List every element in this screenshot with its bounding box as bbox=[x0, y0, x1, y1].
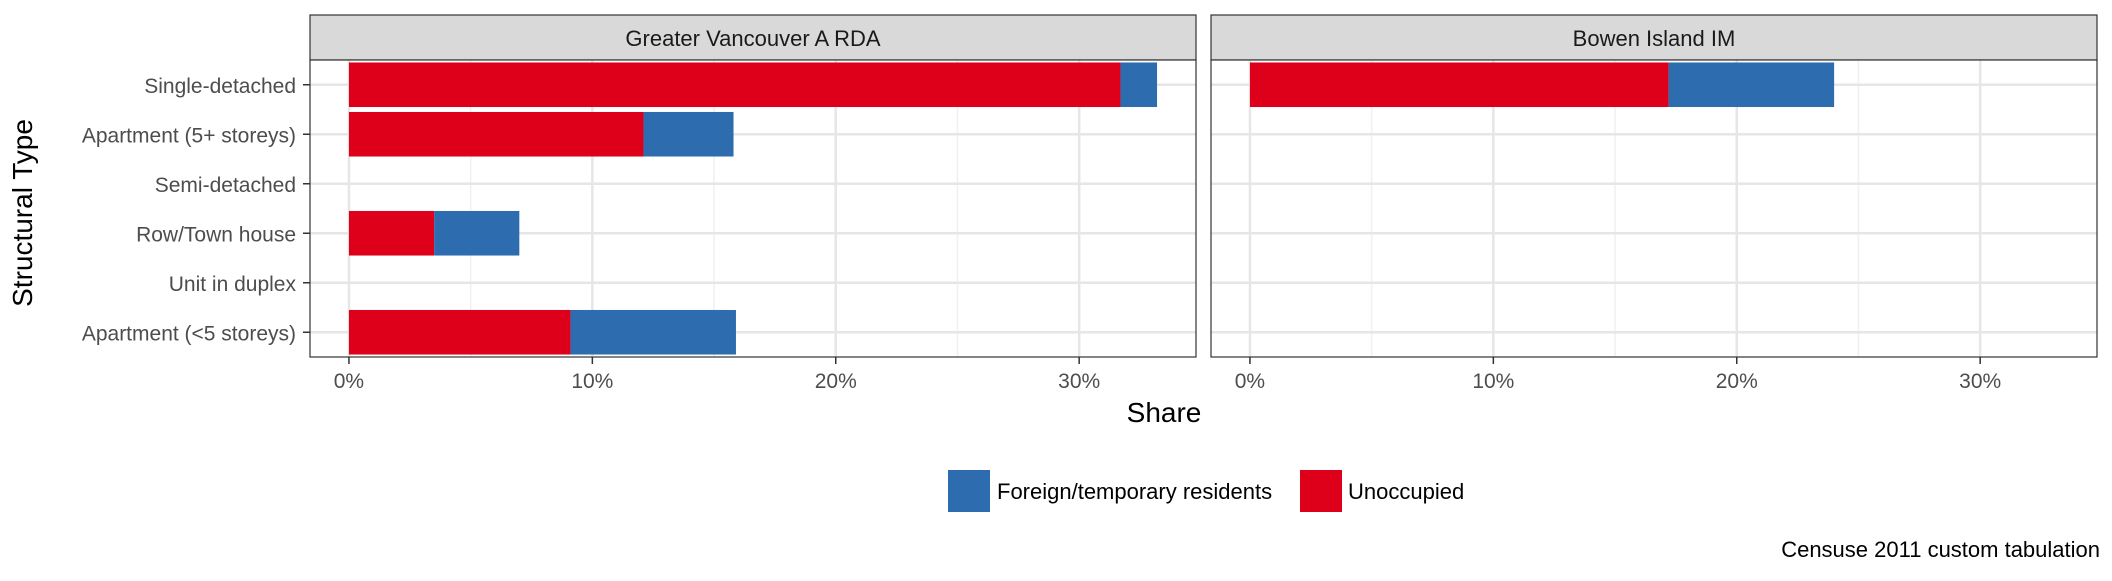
x-tick-label: 30% bbox=[1959, 370, 2001, 393]
y-tick-label: Apartment (5+ storeys) bbox=[82, 124, 296, 147]
bar-foreign-temporary-residents-row-town-house bbox=[434, 210, 520, 256]
x-tick-label: 30% bbox=[1058, 370, 1100, 393]
legend-key bbox=[1300, 470, 1342, 512]
y-axis-title-wrap: Structural Type bbox=[8, 119, 38, 307]
bar-unoccupied-apartment-5-storeys- bbox=[348, 111, 644, 157]
panel-background bbox=[310, 60, 1196, 357]
panel-border bbox=[1210, 59, 2098, 358]
x-tick-label: 20% bbox=[815, 370, 857, 393]
bar-unoccupied-single-detached bbox=[1249, 62, 1669, 108]
x-tick-label: 0% bbox=[334, 370, 364, 393]
bar-unoccupied-single-detached bbox=[348, 62, 1121, 108]
legend-key bbox=[948, 470, 990, 512]
y-tick-label: Single-detached bbox=[144, 75, 296, 98]
y-tick-label: Row/Town house bbox=[136, 223, 296, 246]
legend-label: Foreign/temporary residents bbox=[997, 479, 1272, 504]
y-tick-label: Semi-detached bbox=[155, 174, 296, 197]
y-axis-title: Structural Type bbox=[8, 119, 38, 307]
bar-foreign-temporary-residents-single-detached bbox=[1668, 62, 1835, 108]
facet-title: Greater Vancouver A RDA bbox=[625, 26, 880, 51]
x-tick-label: 0% bbox=[1235, 370, 1265, 393]
bar-foreign-temporary-residents-apartment-5-storeys- bbox=[570, 309, 736, 355]
chart-caption: Censuse 2011 custom tabulation bbox=[1781, 537, 2100, 562]
bar-foreign-temporary-residents-single-detached bbox=[1120, 62, 1158, 108]
facet-strip bbox=[1210, 14, 2098, 61]
x-tick-label: 20% bbox=[1716, 370, 1758, 393]
x-tick-label: 10% bbox=[1472, 370, 1514, 393]
bar-unoccupied-row-town-house bbox=[348, 210, 435, 256]
facet-strip bbox=[309, 14, 1197, 61]
y-tick-label: Unit in duplex bbox=[169, 273, 297, 296]
panel-background bbox=[1211, 60, 2097, 357]
x-tick-label: 10% bbox=[571, 370, 613, 393]
x-axis-title: Share bbox=[1126, 397, 1202, 428]
facet-title: Bowen Island IM bbox=[1573, 26, 1736, 51]
legend-label: Unoccupied bbox=[1348, 479, 1464, 504]
bar-unoccupied-apartment-5-storeys- bbox=[348, 309, 571, 355]
panel-border bbox=[309, 59, 1197, 358]
bar-foreign-temporary-residents-apartment-5-storeys- bbox=[643, 111, 734, 157]
y-tick-label: Apartment (<5 storeys) bbox=[82, 322, 296, 345]
